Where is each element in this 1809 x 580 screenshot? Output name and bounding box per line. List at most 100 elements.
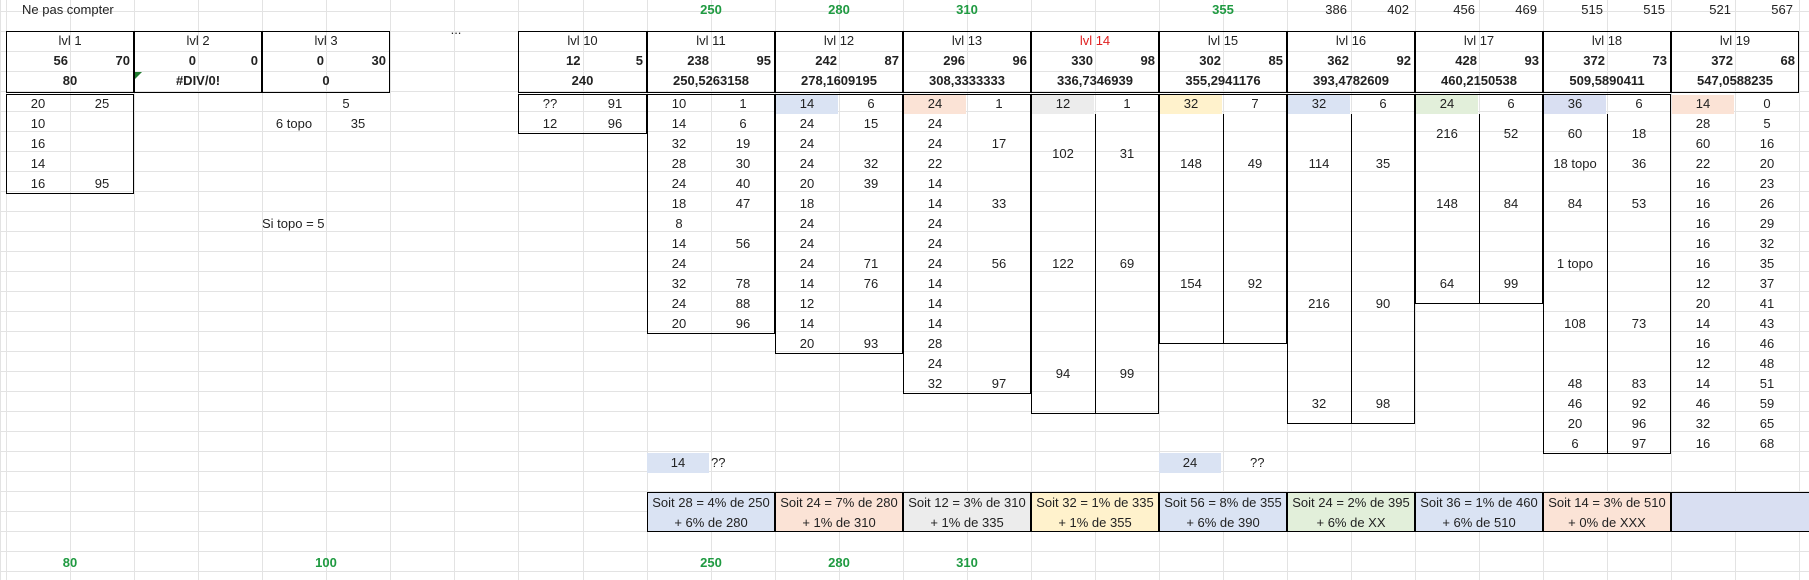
lvl19-cell-b: 41 <box>1759 296 1775 311</box>
lvl11_rows-cell-b <box>711 254 775 274</box>
lvl19-cell-b: 59 <box>1759 396 1775 411</box>
level-value-b: 73 <box>1652 53 1667 68</box>
lvl17_rows-cell-a: 216 <box>1436 126 1458 141</box>
lvl18_rows-cell-b: 73 <box>1631 316 1647 331</box>
lvl18_rows-first-fill <box>1544 95 1606 114</box>
lvl11_rows-cell-a: 14 <box>671 116 687 131</box>
level-name: lvl 18 <box>1591 33 1623 48</box>
lvl13_rows-cell-a: 24 <box>927 256 943 271</box>
lvl19-cell-b: 5 <box>1763 116 1771 131</box>
lvl16_rows-cell-a: 32 <box>1311 396 1327 411</box>
lvl11_rows-cell-a: 20 <box>671 316 687 331</box>
explanation-note: Soit 56 = 8% de 355 + 6% de 390 <box>1159 492 1287 532</box>
lvl12_rows-cell-a: 24 <box>799 236 815 251</box>
lvl18_rows-cell-a: 60 <box>1567 126 1583 141</box>
lvl12_rows-cell-b <box>839 214 903 234</box>
lvl3-cell-b: 35 <box>350 116 366 131</box>
extra-left-value: 14 <box>670 455 686 470</box>
lvl13_rows-cell-b: 33 <box>991 196 1007 211</box>
lvl19-cell-a: 16 <box>1695 236 1711 251</box>
top-total: 310 <box>956 2 978 17</box>
lvl1-cell-a: 16 <box>30 136 46 151</box>
lvl13_rows-cell-a: 24 <box>927 96 943 111</box>
lvl11_rows-cell-b: 6 <box>739 116 747 131</box>
lvl11_rows-cell-b: 19 <box>735 136 751 151</box>
grid-col-line <box>583 0 584 580</box>
ellipsis-label: ... <box>450 22 462 37</box>
lvl17_rows-cell-b: 84 <box>1503 196 1519 211</box>
level-value-b: 98 <box>1140 53 1155 68</box>
lvl12_rows-cell-a: 24 <box>799 156 815 171</box>
level-value-a: 238 <box>687 53 709 68</box>
lvl13_rows-cell-a: 28 <box>927 336 943 351</box>
level-name: lvl 3 <box>314 33 338 48</box>
grid-row-line <box>0 251 1809 252</box>
si-topo-note: Si topo = 5 <box>262 216 325 231</box>
lvl15_rows-cell-b: 49 <box>1247 156 1263 171</box>
lvl12_rows-cell-b <box>839 294 903 314</box>
grid-row-line <box>0 331 1809 332</box>
lvl19-cell-a: 46 <box>1695 396 1711 411</box>
level-value-b: 0 <box>250 53 258 68</box>
level-total: 278,1609195 <box>801 73 877 88</box>
lvl16_rows-cell-b: 90 <box>1375 296 1391 311</box>
level-name: lvl 14 <box>1079 33 1111 48</box>
lvl12_rows-cell-b: 76 <box>863 276 879 291</box>
level-name: lvl 12 <box>823 33 855 48</box>
lvl19-cell-a: 16 <box>1695 196 1711 211</box>
grid-row-line <box>0 191 1809 192</box>
lvl10-cell-b: 96 <box>607 116 623 131</box>
lvl19-cell-b: 26 <box>1759 196 1775 211</box>
lvl19-cell-a: 20 <box>1695 296 1711 311</box>
level-name: lvl 16 <box>1335 33 1367 48</box>
lvl13_rows-cell-b: 56 <box>991 256 1007 271</box>
level-total: 0 <box>322 73 330 88</box>
top-total: 250 <box>700 2 722 17</box>
lvl12_rows-cell-a: 14 <box>799 96 815 111</box>
lvl11_rows-cell-b: 30 <box>735 156 751 171</box>
grid-row-line <box>0 151 1809 152</box>
grid-row-line <box>0 311 1809 312</box>
grid-row-line <box>0 291 1809 292</box>
explanation-note: Soit 14 = 3% de 510 + 0% de XXX <box>1543 492 1671 532</box>
grid-col-line <box>518 0 519 580</box>
grid-col-line <box>198 0 199 580</box>
level-value-b: 5 <box>635 53 643 68</box>
top-pair-b: 567 <box>1771 2 1793 17</box>
lvl19-cell-a: 16 <box>1695 336 1711 351</box>
lvl1-cell-a: 14 <box>30 156 46 171</box>
lvl16_rows-cell-a: 32 <box>1311 96 1327 111</box>
level-total: #DIV/0! <box>175 73 221 88</box>
lvl11_rows-cell-a: 24 <box>671 256 687 271</box>
top-pair-b: 402 <box>1387 2 1409 17</box>
lvl13_rows-cell-b <box>967 294 1031 314</box>
lvl11_rows-cell-a: 28 <box>671 156 687 171</box>
lvl17_rows-cell-b: 99 <box>1503 276 1519 291</box>
extra-right-fill <box>1159 453 1221 473</box>
lvl18_rows-cell-a: 18 topo <box>1553 156 1597 171</box>
extra-left-fill <box>647 453 709 473</box>
level-name: lvl 2 <box>186 33 210 48</box>
lvl13_rows-cell-b <box>967 334 1031 354</box>
grid-col-line <box>326 0 327 580</box>
grid-row-line <box>0 491 1809 492</box>
lvl19-cell-a: 14 <box>1695 376 1711 391</box>
lvl18_rows-cell-b <box>1607 254 1671 274</box>
lvl19-cell-b: 68 <box>1759 436 1775 451</box>
grid-col-line <box>839 0 840 580</box>
error-flag-icon <box>135 72 142 79</box>
explanation-note: Soit 12 = 3% de 310 + 1% de 335 <box>903 492 1031 532</box>
lvl17_rows-cell-a: 148 <box>1436 196 1458 211</box>
lvl19-cell-b: 37 <box>1759 276 1775 291</box>
top-pair-b: 515 <box>1643 2 1665 17</box>
level-name: lvl 17 <box>1463 33 1495 48</box>
note-line-1: Soit 24 = 7% de 280 <box>780 495 898 510</box>
lvl18_rows-cell-a: 84 <box>1567 196 1583 211</box>
level-value-b: 92 <box>1396 53 1411 68</box>
lvl19-cell-a: 22 <box>1695 156 1711 171</box>
lvl14_rows-cell-b: 31 <box>1119 146 1135 161</box>
lvl14_rows-cell-b: 1 <box>1123 96 1131 111</box>
note-line-2: + 1% de 355 <box>1058 515 1132 530</box>
lvl19-cell-b: 43 <box>1759 316 1775 331</box>
